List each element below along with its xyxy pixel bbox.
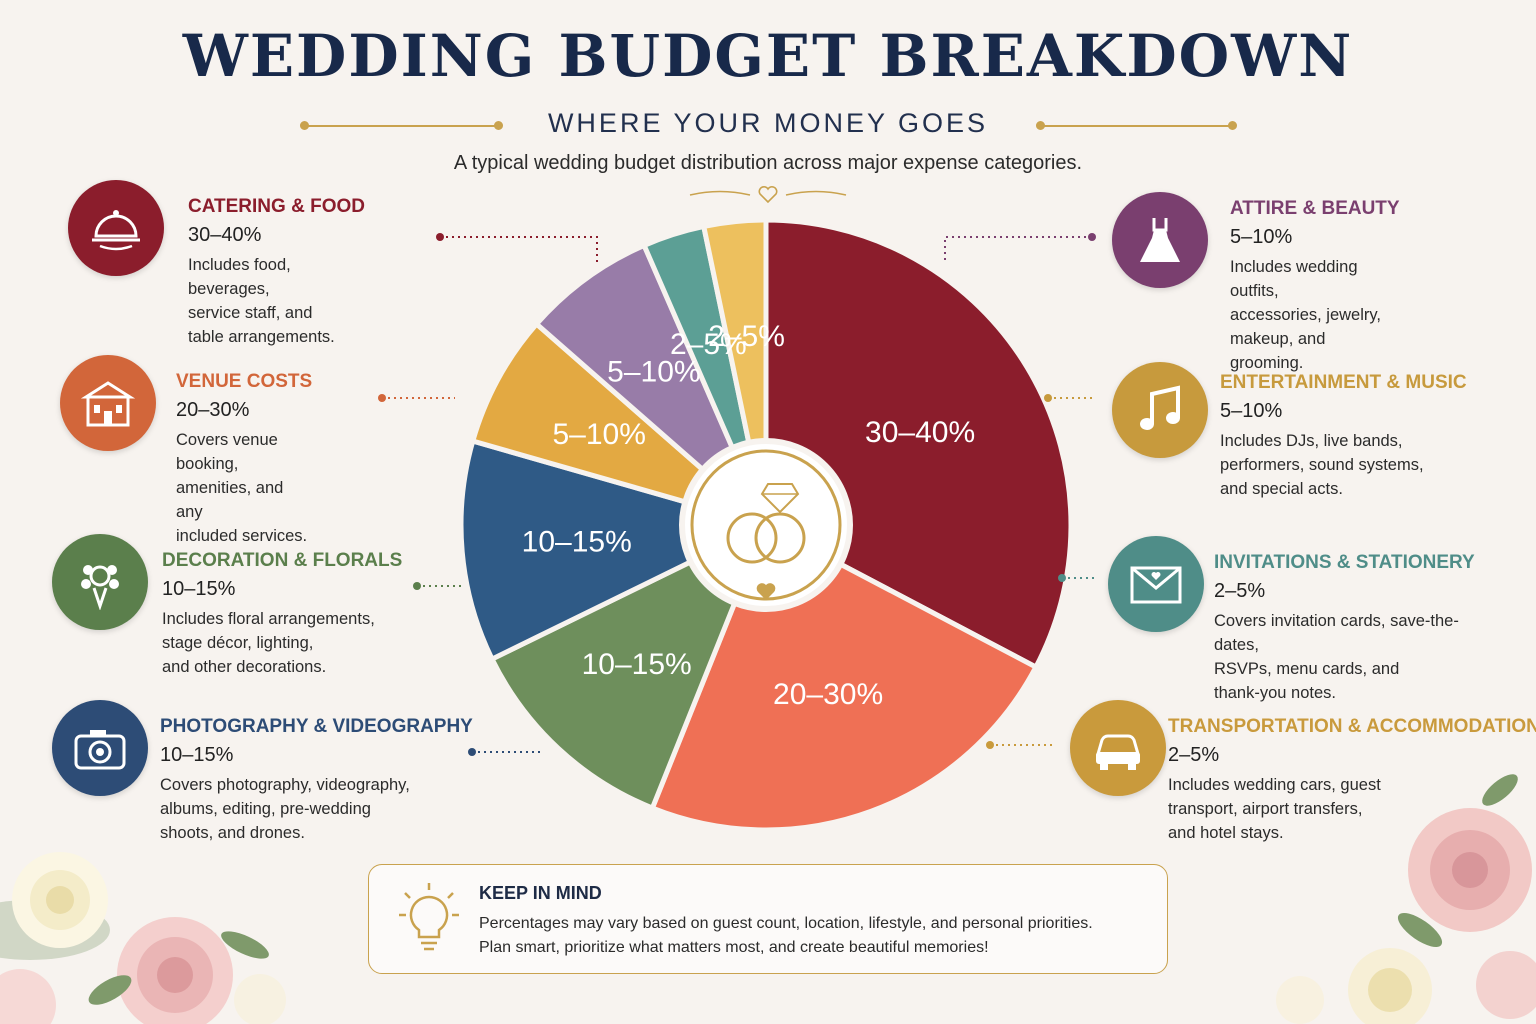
page-description: A typical wedding budget distribution ac…: [453, 152, 1083, 174]
tip-box: KEEP IN MIND Percentages may vary based …: [368, 864, 1168, 974]
page-subtitle: WHERE YOUR MONEY GOES: [547, 108, 989, 138]
connector-dot: [413, 582, 421, 590]
connector-dot: [468, 748, 476, 756]
category-name: INVITATIONS & STATIONERY: [1214, 552, 1475, 573]
category-name: CATERING & FOOD: [188, 196, 365, 217]
connector-dot: [1058, 574, 1066, 582]
category-name: ATTIRE & BEAUTY: [1230, 198, 1400, 219]
tip-line: Plan smart, prioritize what matters most…: [479, 939, 989, 956]
subtitle-row: WHERE YOUR MONEY GOES: [0, 108, 1536, 144]
pie-slice: [469, 320, 768, 528]
category-description: Includes food, beverages, service staff,…: [188, 256, 335, 346]
connector-line: [944, 236, 1092, 262]
divider-left: [306, 125, 498, 127]
tip-title: KEEP IN MIND: [479, 883, 602, 903]
dress-icon: [1112, 192, 1208, 288]
category-description: Includes floral arrangements, stage déco…: [162, 610, 375, 676]
slice-label: 30–40%: [865, 416, 975, 449]
heart-ornament-icon: [689, 185, 847, 204]
category-description: Includes wedding cars, guest transport, …: [1168, 776, 1381, 842]
car-icon: [1070, 700, 1166, 796]
category-range: 2–5%: [1168, 744, 1220, 766]
category-name: TRANSPORTATION & ACCOMMODATION: [1168, 716, 1536, 737]
category-range: 30–40%: [188, 224, 262, 246]
category-name: VENUE COSTS: [176, 371, 313, 392]
category-range: 5–10%: [1220, 400, 1283, 422]
category-name: PHOTOGRAPHY & VIDEOGRAPHY: [160, 716, 473, 737]
slice-label: 2–5%: [708, 320, 785, 353]
building-icon: [60, 355, 156, 451]
category-range: 10–15%: [162, 578, 236, 600]
connector-dot: [436, 233, 444, 241]
pie-slice: [533, 242, 769, 527]
connector-dot: [378, 394, 386, 402]
divider-right: [1040, 125, 1232, 127]
category-description: Covers photography, videography, albums,…: [160, 776, 410, 842]
category-range: 2–5%: [1214, 580, 1266, 602]
category-description: Includes DJs, live bands, performers, so…: [1220, 432, 1424, 498]
cloche-icon: [68, 180, 164, 276]
category-description: Covers invitation cards, save-the-dates,…: [1214, 612, 1459, 702]
category-description: Covers venue booking, amenities, and any…: [176, 431, 308, 545]
pie-slice: [458, 437, 773, 663]
envelope-icon: [1108, 536, 1204, 632]
slice-label: 20–30%: [773, 678, 883, 711]
category-name: ENTERTAINMENT & MUSIC: [1220, 372, 1467, 393]
slice-label: 10–15%: [582, 648, 692, 681]
heart-icon: [756, 583, 776, 600]
bouquet-icon: [52, 534, 148, 630]
connector-dot: [1044, 394, 1052, 402]
slice-label: 10–15%: [522, 526, 632, 559]
category-range: 10–15%: [160, 744, 234, 766]
category-description: Includes wedding outfits, accessories, j…: [1230, 258, 1381, 372]
slice-label: 2–5%: [670, 328, 747, 361]
music-note-icon: [1112, 362, 1208, 458]
connector-dot: [986, 741, 994, 749]
slice-label: 5–10%: [552, 418, 645, 451]
category-range: 5–10%: [1230, 226, 1293, 248]
slice-label: 5–10%: [607, 356, 700, 389]
divider-dot: [494, 121, 503, 130]
lightbulb-icon: [399, 883, 459, 951]
divider-dot: [1036, 121, 1045, 130]
category-name: DECORATION & FLORALS: [162, 550, 403, 571]
category-range: 20–30%: [176, 399, 250, 421]
tip-line: Percentages may vary based on guest coun…: [479, 915, 1093, 932]
center-medallion: [679, 438, 853, 612]
connector-line: [440, 236, 598, 262]
camera-icon: [52, 700, 148, 796]
divider-dot: [300, 121, 309, 130]
divider-dot: [1228, 121, 1237, 130]
connector-dot: [1088, 233, 1096, 241]
page-title: WEDDING BUDGET BREAKDOWN: [182, 22, 1354, 90]
pie-slice: [488, 519, 771, 812]
wedding-rings-icon: [726, 483, 806, 564]
